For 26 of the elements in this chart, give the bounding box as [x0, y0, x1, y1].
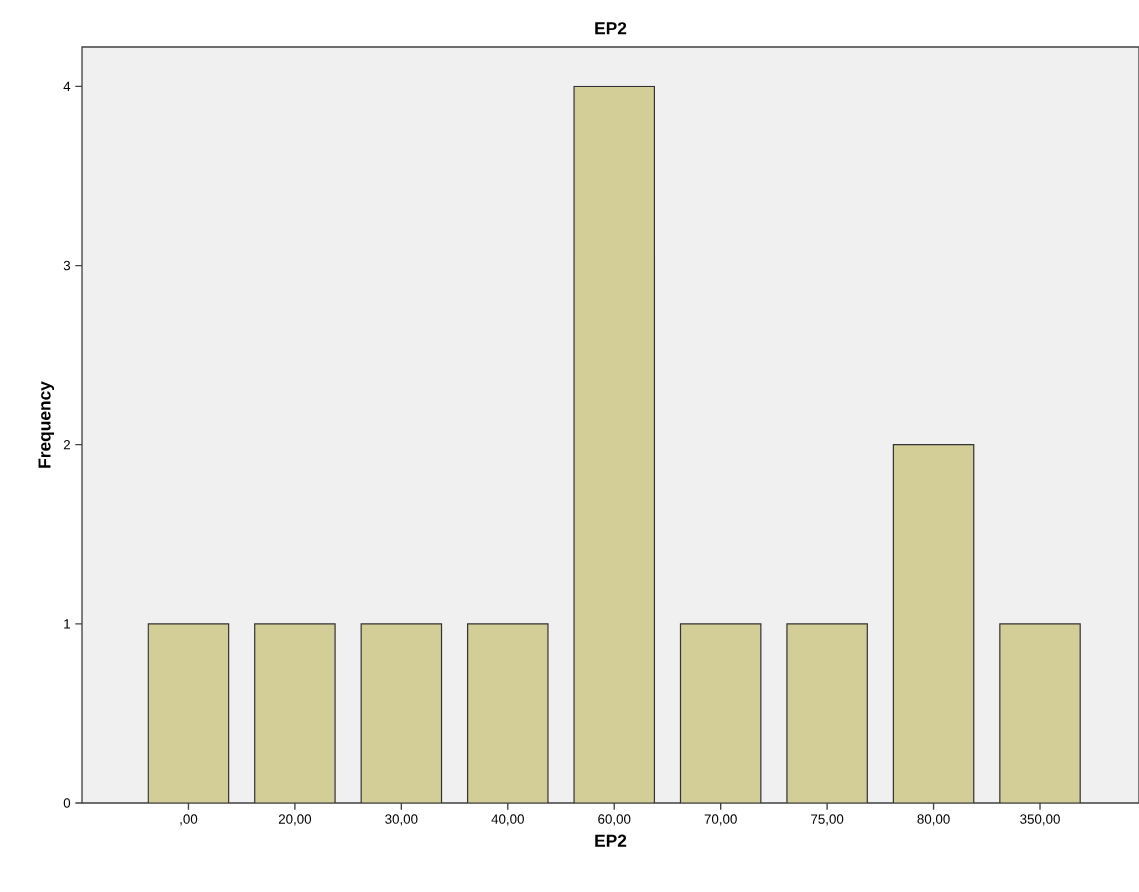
bar: [999, 623, 1081, 803]
x-tick-label: 350,00: [1020, 814, 1060, 826]
y-axis-title: Frequency: [38, 381, 55, 468]
x-tick-label: 75,00: [811, 814, 844, 826]
bar: [467, 623, 548, 803]
bar: [361, 623, 442, 803]
bar: [574, 86, 655, 803]
y-tick-label: 4: [63, 81, 71, 91]
bar: [786, 623, 868, 803]
x-tick-label: 30,00: [385, 814, 418, 826]
y-tick-label: 3: [63, 260, 71, 271]
bar: [893, 444, 974, 803]
x-tick-label: ,00: [180, 814, 198, 826]
bar: [148, 623, 229, 803]
x-tick-label: 70,00: [704, 814, 737, 826]
y-tick-label: 0: [63, 798, 71, 808]
bar: [680, 623, 761, 803]
x-tick-label: 60,00: [598, 814, 631, 826]
x-tick-label: 40,00: [491, 814, 524, 826]
bar: [254, 623, 336, 803]
x-axis-title: EP2: [595, 834, 627, 847]
x-tick-label: 80,00: [917, 814, 950, 826]
x-tick-label: 20,00: [278, 814, 312, 826]
y-tick-label: 2: [63, 440, 70, 450]
chart-title: EP2: [595, 22, 627, 35]
y-tick-label: 1: [64, 619, 70, 629]
